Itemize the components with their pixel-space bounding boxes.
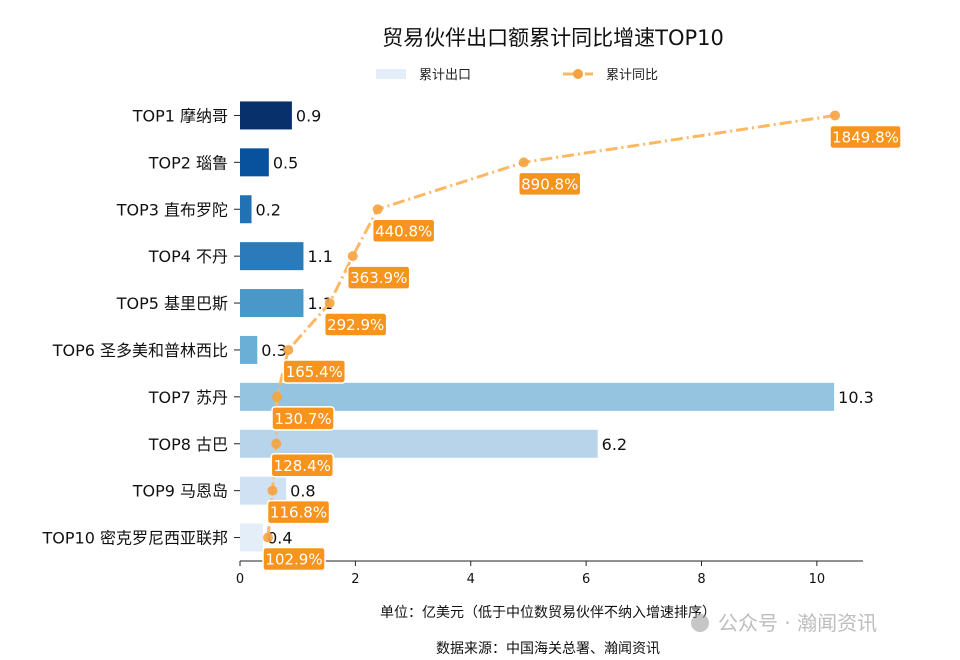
- bar: [240, 101, 292, 130]
- bar: [240, 523, 264, 552]
- wechat-icon: [691, 614, 709, 632]
- growth-marker: [372, 204, 383, 215]
- growth-label-box: [323, 312, 388, 337]
- growth-label-box: [270, 453, 335, 478]
- x-tick-label: 4: [467, 572, 475, 587]
- growth-marker: [830, 110, 841, 121]
- growth-marker: [324, 298, 335, 309]
- growth-marker: [283, 344, 294, 355]
- growth-value-label: 1849.8%: [832, 128, 899, 146]
- growth-marker: [263, 532, 274, 543]
- y-tick-label: TOP1 摩纳哥: [132, 106, 228, 125]
- x-tick-label: 6: [582, 572, 590, 587]
- growth-marker: [267, 485, 278, 496]
- x-tick-label: 0: [236, 572, 244, 587]
- legend-marker: [573, 69, 583, 79]
- growth-marker: [518, 157, 529, 168]
- growth-value-label: 116.8%: [270, 504, 327, 522]
- bar-value-label: 10.3: [838, 388, 874, 407]
- x-axis-label: 单位：亿美元（低于中位数贸易伙伴不纳入增速排序）: [380, 605, 716, 621]
- bar-value-label: 0.5: [273, 153, 298, 172]
- y-tick-label: TOP4 不丹: [148, 247, 228, 266]
- growth-label-box: [371, 218, 436, 243]
- legend-label-line: 累计同比: [606, 68, 658, 83]
- growth-value-label: 128.4%: [274, 457, 331, 475]
- growth-label-box: [517, 171, 582, 197]
- growth-marker: [272, 391, 283, 402]
- growth-value-label: 292.9%: [327, 316, 384, 334]
- legend-swatch-bar: [376, 69, 406, 79]
- bar-value-label: 0.4: [267, 529, 292, 548]
- legend: 累计出口 累计同比: [376, 68, 658, 83]
- y-tick-label: TOP2 瑙鲁: [148, 153, 228, 172]
- growth-label-box: [266, 499, 331, 525]
- bar: [240, 289, 304, 318]
- bar: [240, 335, 258, 364]
- legend-label-bar: 累计出口: [419, 68, 471, 83]
- growth-marker: [347, 251, 358, 262]
- x-tick-label: 2: [351, 572, 359, 587]
- growth-label-box: [346, 265, 411, 290]
- bar-value-label: 0.9: [296, 106, 321, 125]
- bar-value-label: 0.3: [261, 341, 286, 360]
- growth-value-label: 363.9%: [350, 269, 407, 287]
- bar: [240, 242, 304, 271]
- bar-value-label: 1.1: [307, 247, 332, 266]
- growth-value-label: 102.9%: [265, 551, 322, 569]
- watermark-text: 公众号 · 瀚闻资讯: [718, 611, 877, 635]
- growth-value-label: 130.7%: [274, 410, 331, 428]
- growth-value-label: 165.4%: [286, 363, 343, 381]
- y-tick-label: TOP10 密克罗尼西亚联邦: [42, 529, 228, 548]
- growth-label-box: [829, 124, 902, 150]
- growth-label-box: [282, 359, 347, 384]
- y-tick-label: TOP3 直布罗陀: [116, 200, 228, 219]
- growth-marker: [271, 438, 282, 449]
- y-tick-label: TOP9 马恩岛: [132, 482, 228, 501]
- bar-value-label: 0.2: [256, 200, 281, 219]
- bar-value-label: 6.2: [602, 435, 627, 454]
- growth-label-box: [271, 406, 335, 431]
- bar: [240, 382, 835, 411]
- y-tick-label: TOP5 基里巴斯: [116, 294, 228, 313]
- x-tick-label: 8: [697, 572, 705, 587]
- bar: [240, 148, 269, 177]
- y-tick-label: TOP7 苏丹: [148, 388, 228, 407]
- growth-value-label: 890.8%: [521, 175, 578, 193]
- watermark: 公众号 · 瀚闻资讯: [691, 611, 877, 635]
- bar-value-label: 0.8: [290, 482, 315, 501]
- bar: [240, 195, 252, 224]
- growth-value-label: 440.8%: [375, 222, 432, 240]
- chart-title: 贸易伙伴出口额累计同比增速TOP10: [382, 26, 724, 50]
- y-tick-label: TOP6 圣多美和普林西比: [52, 341, 228, 360]
- source-note: 数据来源：中国海关总署、瀚闻资讯: [436, 641, 660, 657]
- growth-label-box: [262, 546, 326, 572]
- x-tick-label: 10: [809, 572, 826, 587]
- y-tick-label: TOP8 古巴: [148, 435, 228, 454]
